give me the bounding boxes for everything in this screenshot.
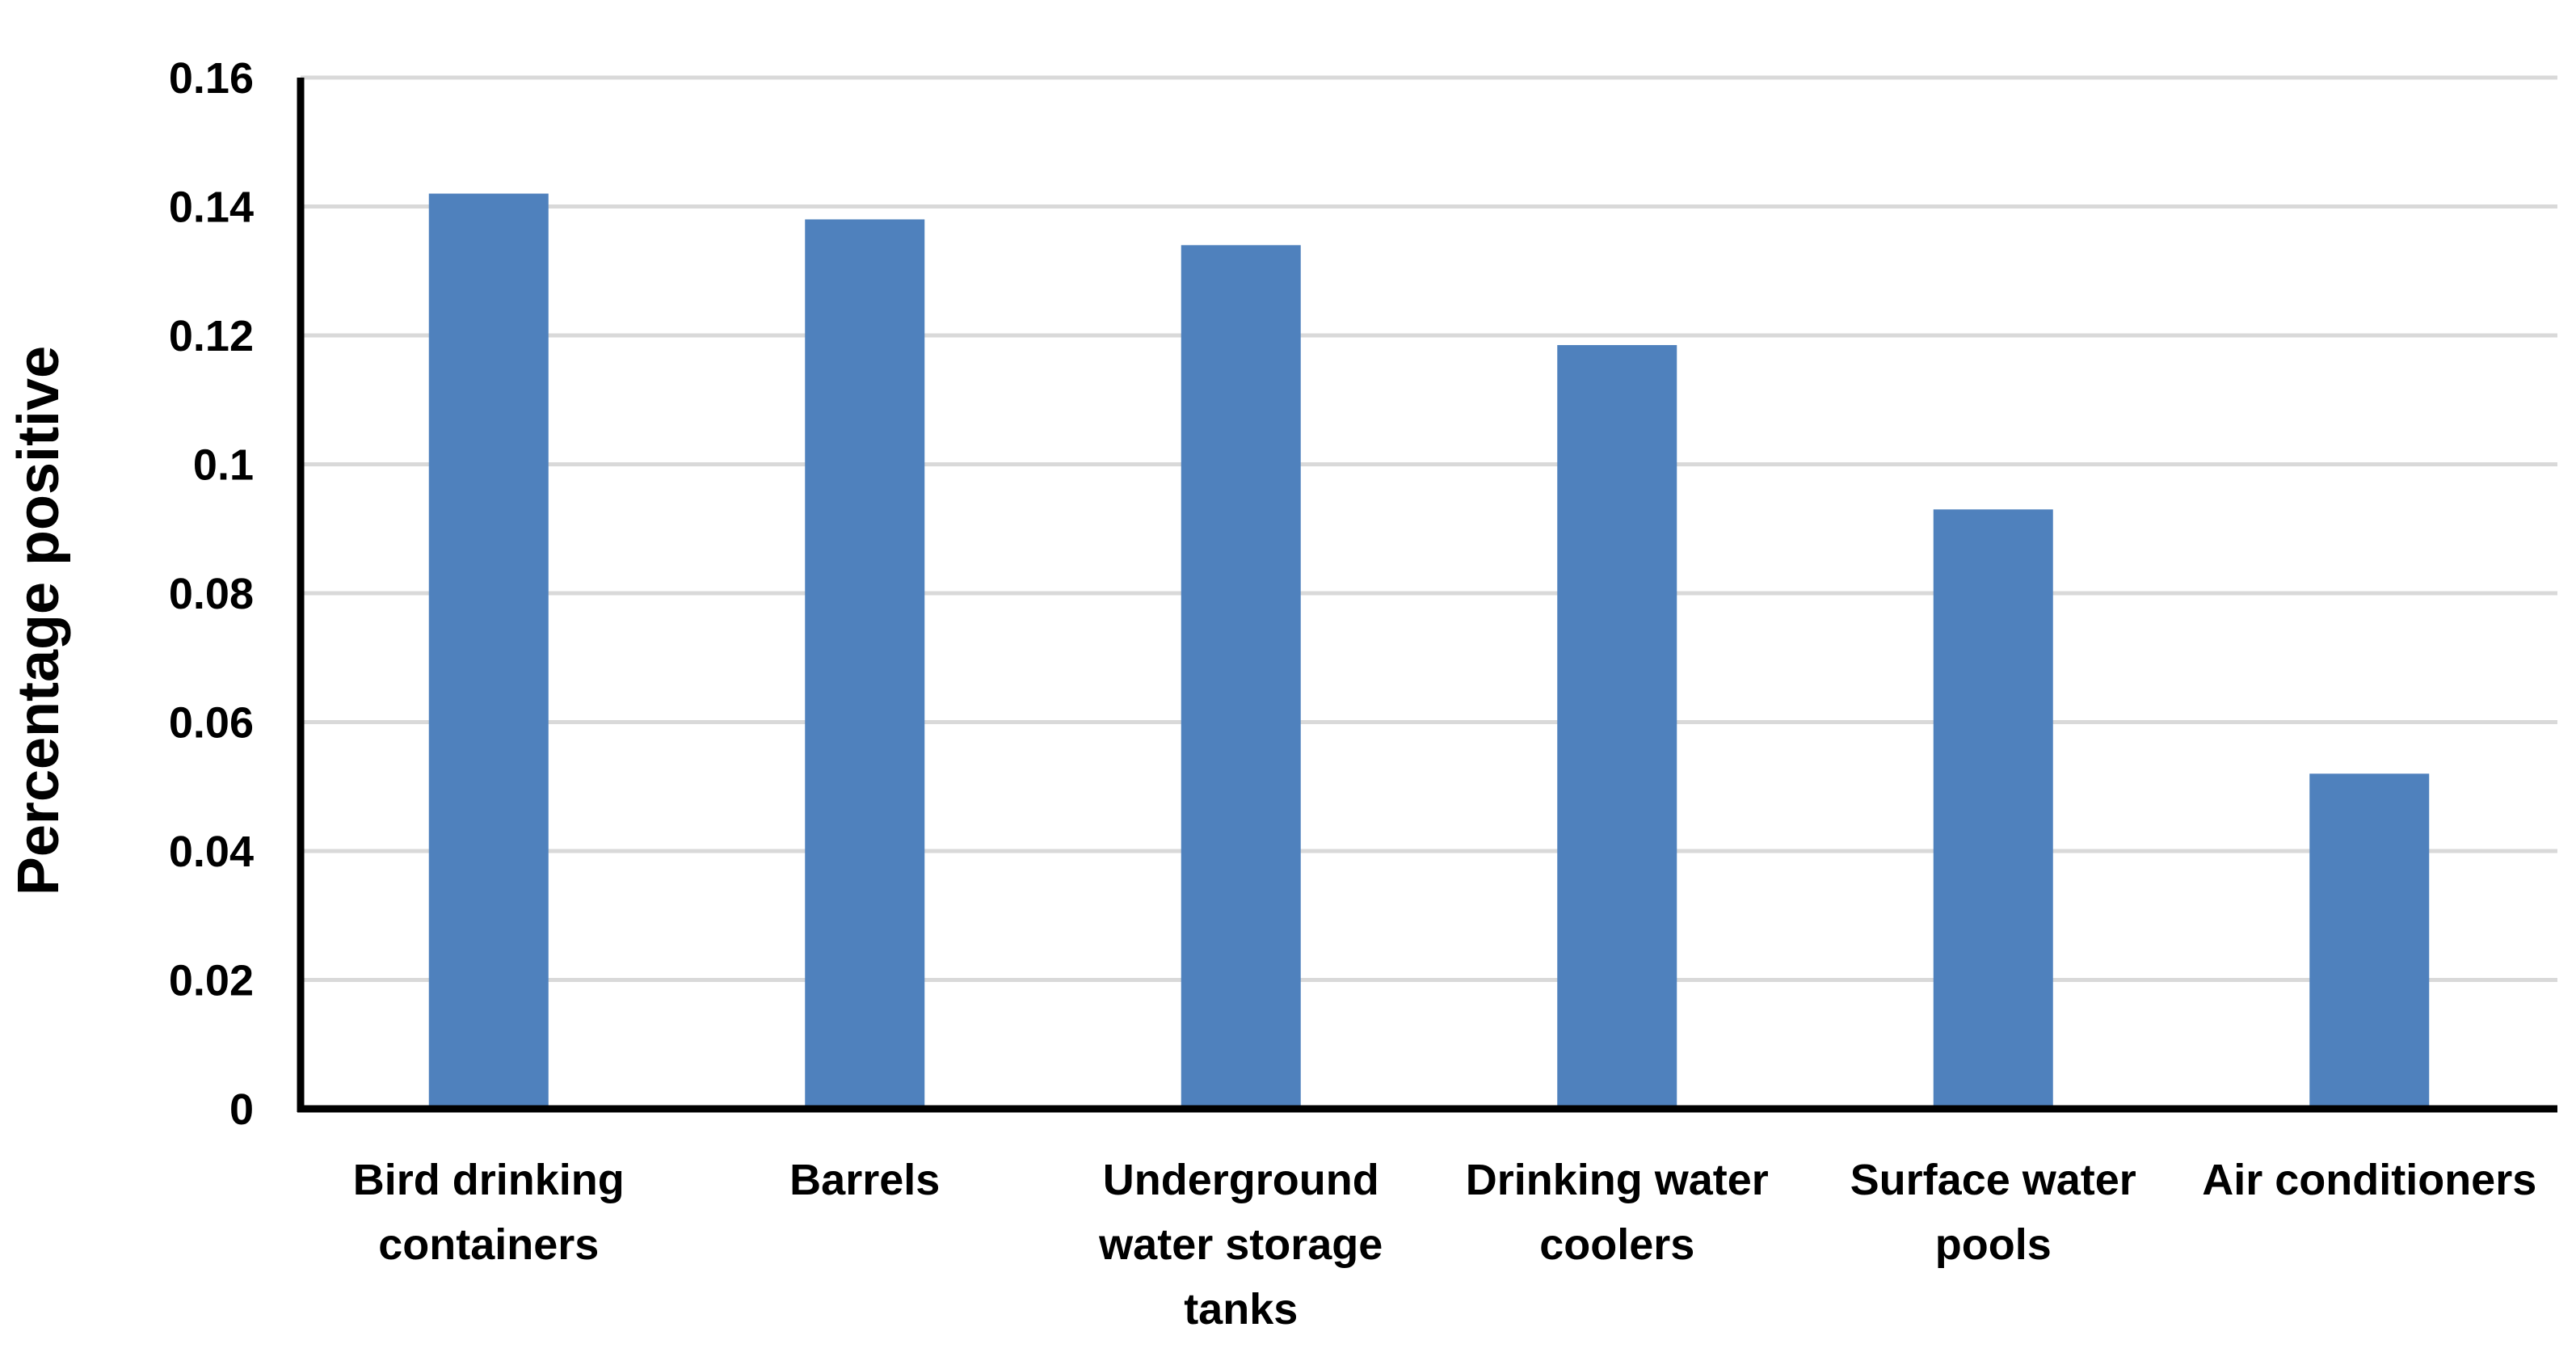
x-category-label-line: containers: [378, 1220, 599, 1269]
x-category-label: Drinking water coolers: [1466, 1156, 1769, 1269]
bars: [428, 193, 2430, 1110]
bar: [1557, 344, 1677, 1109]
x-category-label-line: pools: [1935, 1220, 2052, 1269]
bar: [805, 219, 925, 1110]
x-category-label: Surface water pools: [1850, 1156, 2136, 1269]
x-category-label: Underground water storage tanks: [1098, 1156, 1383, 1334]
y-tick-label: 0.16: [169, 54, 254, 103]
x-category-label-line: Barrels: [789, 1156, 940, 1204]
x-category-label-line: Drinking water: [1466, 1156, 1769, 1204]
bar: [428, 193, 549, 1109]
y-tick-label: 0.06: [169, 699, 254, 748]
y-tick-label: 0.14: [169, 183, 254, 232]
x-category-label-line: Underground: [1103, 1156, 1379, 1204]
axes: [297, 78, 2557, 1113]
x-category-labels: Bird drinking containers Barrels Undergroun…: [353, 1156, 2537, 1334]
bar: [1933, 509, 2053, 1109]
bar: [2309, 773, 2430, 1109]
x-category-label: Barrels: [789, 1156, 940, 1204]
x-category-label-line: water storage: [1098, 1220, 1383, 1269]
y-tick-label: 0.04: [169, 828, 254, 876]
x-category-label-line: Surface water: [1850, 1156, 2136, 1204]
y-tick-label: 0.02: [169, 957, 254, 1005]
x-category-label: Air conditioners: [2202, 1156, 2536, 1204]
x-category-label-line: Air conditioners: [2202, 1156, 2536, 1204]
x-category-label-line: Bird drinking: [353, 1156, 625, 1204]
y-tick-label: 0.12: [169, 312, 254, 360]
y-tick-label: 0.08: [169, 570, 254, 618]
y-tick-label: 0.1: [193, 441, 254, 490]
y-tick-label: 0: [229, 1085, 254, 1134]
y-tick-labels: 0 0.02 0.04 0.06 0.08 0.1 0.12 0.14 0.16: [169, 54, 254, 1134]
gridlines: [301, 75, 2557, 982]
y-axis-label: Percentage positive: [6, 346, 71, 895]
x-category-label: Bird drinking containers: [353, 1156, 625, 1269]
x-category-label-line: coolers: [1539, 1220, 1694, 1269]
x-category-label-line: tanks: [1184, 1285, 1298, 1334]
bar: [1181, 245, 1301, 1110]
